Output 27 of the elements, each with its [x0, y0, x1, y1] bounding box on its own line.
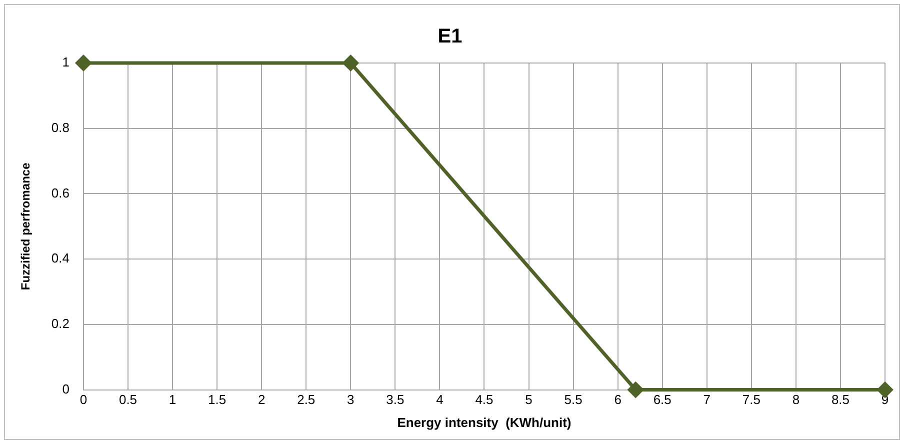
y-tick-label: 0.4 [51, 250, 70, 266]
y-tick-label: 0 [62, 381, 70, 396]
chart-title: E1 [438, 26, 462, 48]
x-tick-label: 6.5 [653, 392, 672, 408]
x-tick-label: 1.5 [208, 392, 226, 408]
x-tick-label: 3.5 [386, 392, 404, 408]
x-tick-label: 0.5 [118, 392, 138, 408]
y-tick-label: 0.6 [51, 185, 70, 200]
x-tick-label: 1 [168, 392, 176, 408]
x-tick-label: 5 [525, 392, 532, 408]
x-tick-label: 6 [614, 392, 622, 408]
x-tick-label: 7 [703, 392, 710, 408]
x-axis-title: Energy intensity (KWh/unit) [397, 414, 572, 430]
x-tick-label: 0 [80, 392, 88, 408]
x-tick-label: 4 [436, 392, 444, 408]
y-tick-label: 0.2 [51, 316, 70, 332]
x-tick-label: 2 [258, 392, 266, 408]
x-tick-label: 2.5 [297, 392, 316, 408]
x-tick-label: 5.5 [564, 392, 582, 408]
y-axis-title: Fuzzified perfromance [18, 162, 33, 290]
x-tick-label: 4.5 [475, 392, 494, 408]
x-tick-label: 8 [792, 392, 800, 408]
x-tick-label: 3 [347, 392, 354, 408]
y-tick-label: 1 [62, 54, 70, 70]
x-tick-label: 7.5 [742, 392, 760, 408]
x-tick-label: 8.5 [831, 392, 850, 408]
y-tick-label: 0.8 [51, 120, 70, 135]
